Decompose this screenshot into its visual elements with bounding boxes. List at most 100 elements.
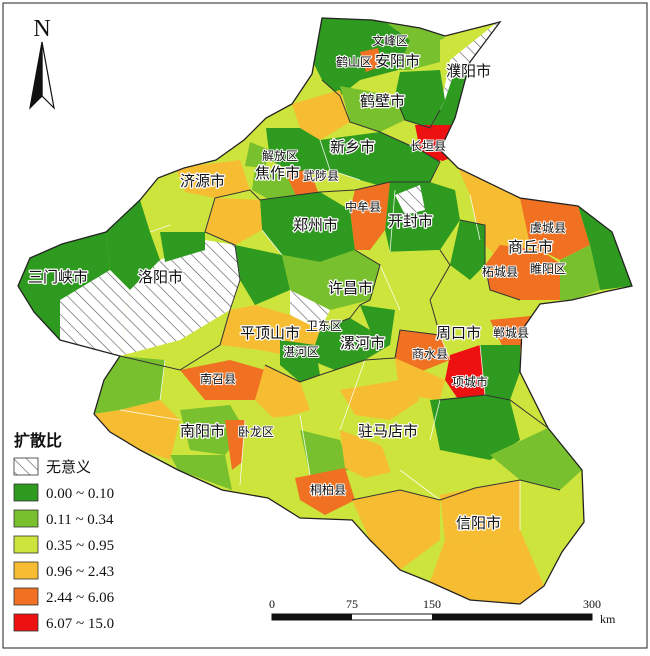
region-mianchi [106,200,160,290]
label-dancheng: 郸城县 [493,326,529,340]
label-wenfeng: 文峰区 [372,33,408,48]
region-runan [430,395,520,460]
region-yanling [370,250,450,310]
legend-label-5: 2.44 ~ 6.06 [46,590,115,606]
legend-label-0: 无意义 [46,458,91,476]
region-wenfeng [360,48,382,72]
region-luoyang-north [160,232,205,262]
region-xinxiang [320,132,440,190]
label-nanzhao: 南召县 [200,371,236,386]
region-luoyang-hatch [120,240,240,356]
region-xinyang-center [440,480,520,545]
region-queshan [340,430,400,478]
region-zhanhe [280,340,320,382]
region-suiping [340,380,420,420]
legend-label-4: 0.96 ~ 2.43 [46,564,114,580]
label-nanyang: 南阳市 [180,423,225,440]
label-yucheng: 虞城县 [530,221,566,235]
region-jiyuan-west [140,186,185,232]
label-anyang: 安阳市 [375,53,420,70]
label-zhengzhou: 郑州市 [293,217,338,234]
region-xichuan [94,400,180,460]
region-zhecheng [485,245,570,300]
region-zhengzhou [260,192,355,262]
region-lushi-hatch [60,270,130,356]
region-xinyang-south [430,530,544,604]
label-weidong: 卫东区 [306,319,342,333]
label-heshan: 鹤山区 [336,54,372,69]
region-kaifeng-hatch [395,185,425,215]
region-gushi [520,480,584,552]
region-xixia [94,356,165,414]
legend: 扩散比 无意义 0.00 ~ 0.10 0.11 ~ 0.34 0.35 ~ 0.95… [13,431,115,632]
region-luohe [310,318,370,370]
label-zhongmou: 中牟县 [345,199,381,214]
label-jiaozuo: 焦作市 [255,165,300,182]
legend-swatch-5 [13,587,39,606]
label-jiyuan: 济源市 [180,173,225,190]
region-qixian [292,90,350,140]
region-xuchang [282,250,380,310]
scale-tick-0: 0 [269,597,275,611]
label-puyang: 濮阳市 [446,63,491,80]
label-zhanhe: 湛河区 [283,345,319,359]
label-xuchang: 许昌市 [328,280,373,297]
north-arrow-right-half [41,41,55,110]
label-suiyang: 睢阳区 [530,262,566,276]
region-minquan [458,168,530,260]
region-shangshui [395,330,450,372]
region-sanmenxia [18,232,110,340]
scale-tick-150: 150 [423,597,441,611]
legend-swatch-2 [13,509,39,528]
label-pingdingshan: 平顶山市 [240,325,300,342]
region-dengzhou [170,455,232,490]
legend-label-1: 0.00 ~ 0.10 [46,486,114,502]
region-xinyang-west [352,490,440,570]
label-zhecheng: 柘城县 [482,265,518,279]
region-jiaozuo-north [266,128,330,176]
legend-swatch-6 [13,613,39,632]
scale-bar-seg-3 [432,614,592,620]
north-arrow-left-half [29,41,43,110]
label-wolong: 卧龙区 [238,425,274,439]
region-ningling [450,220,485,280]
label-xinxiang: 新乡市 [330,139,375,156]
region-ruzhou [235,245,290,305]
region-shenqiu [480,345,520,400]
region-tanghe [300,430,350,475]
label-zhumadian: 驻马店市 [358,423,418,440]
region-nanzhao [180,360,265,400]
scale-tick-300: 300 [583,597,601,611]
region-xiayi [560,245,600,300]
scale-tick-75: 75 [346,597,358,611]
label-tongbai: 桐柏县 [310,482,346,497]
region-zhengyang [380,440,470,495]
region-wuzhi [285,170,318,196]
region-jiyuan [176,160,250,198]
legend-swatch-0 [13,457,39,476]
region-wuyang [360,305,395,360]
north-arrow: N [29,16,55,110]
place-labels: 文峰区 鹤山区 安阳市 濮阳市 鹤壁市 新乡市 长垣县 解放区 焦作市 武陟县 … [27,32,567,533]
label-xinyang: 信阳市 [456,515,501,532]
label-jiefang: 解放区 [262,148,298,163]
region-jiaozuo-south [252,168,296,200]
label-sanmenxia: 三门峡市 [28,269,88,286]
city-boundaries [119,79,561,501]
region-gongyi [205,198,262,245]
region-xiangcheng [445,345,485,402]
legend-label-6: 6.07 ~ 15.0 [46,616,114,632]
legend-label-3: 0.35 ~ 0.95 [46,538,114,554]
region-hebi-east [395,70,445,128]
scale-bar: 0 75 150 300 km [269,597,616,626]
region-yucheng [520,198,590,260]
region-lankao [430,160,470,195]
region-anyang-west [312,18,410,96]
label-wuzhi: 武陟县 [303,169,339,183]
label-luohe: 漯河市 [340,335,385,352]
region-fangcheng [255,365,310,420]
label-changyuan: 长垣县 [410,139,446,153]
